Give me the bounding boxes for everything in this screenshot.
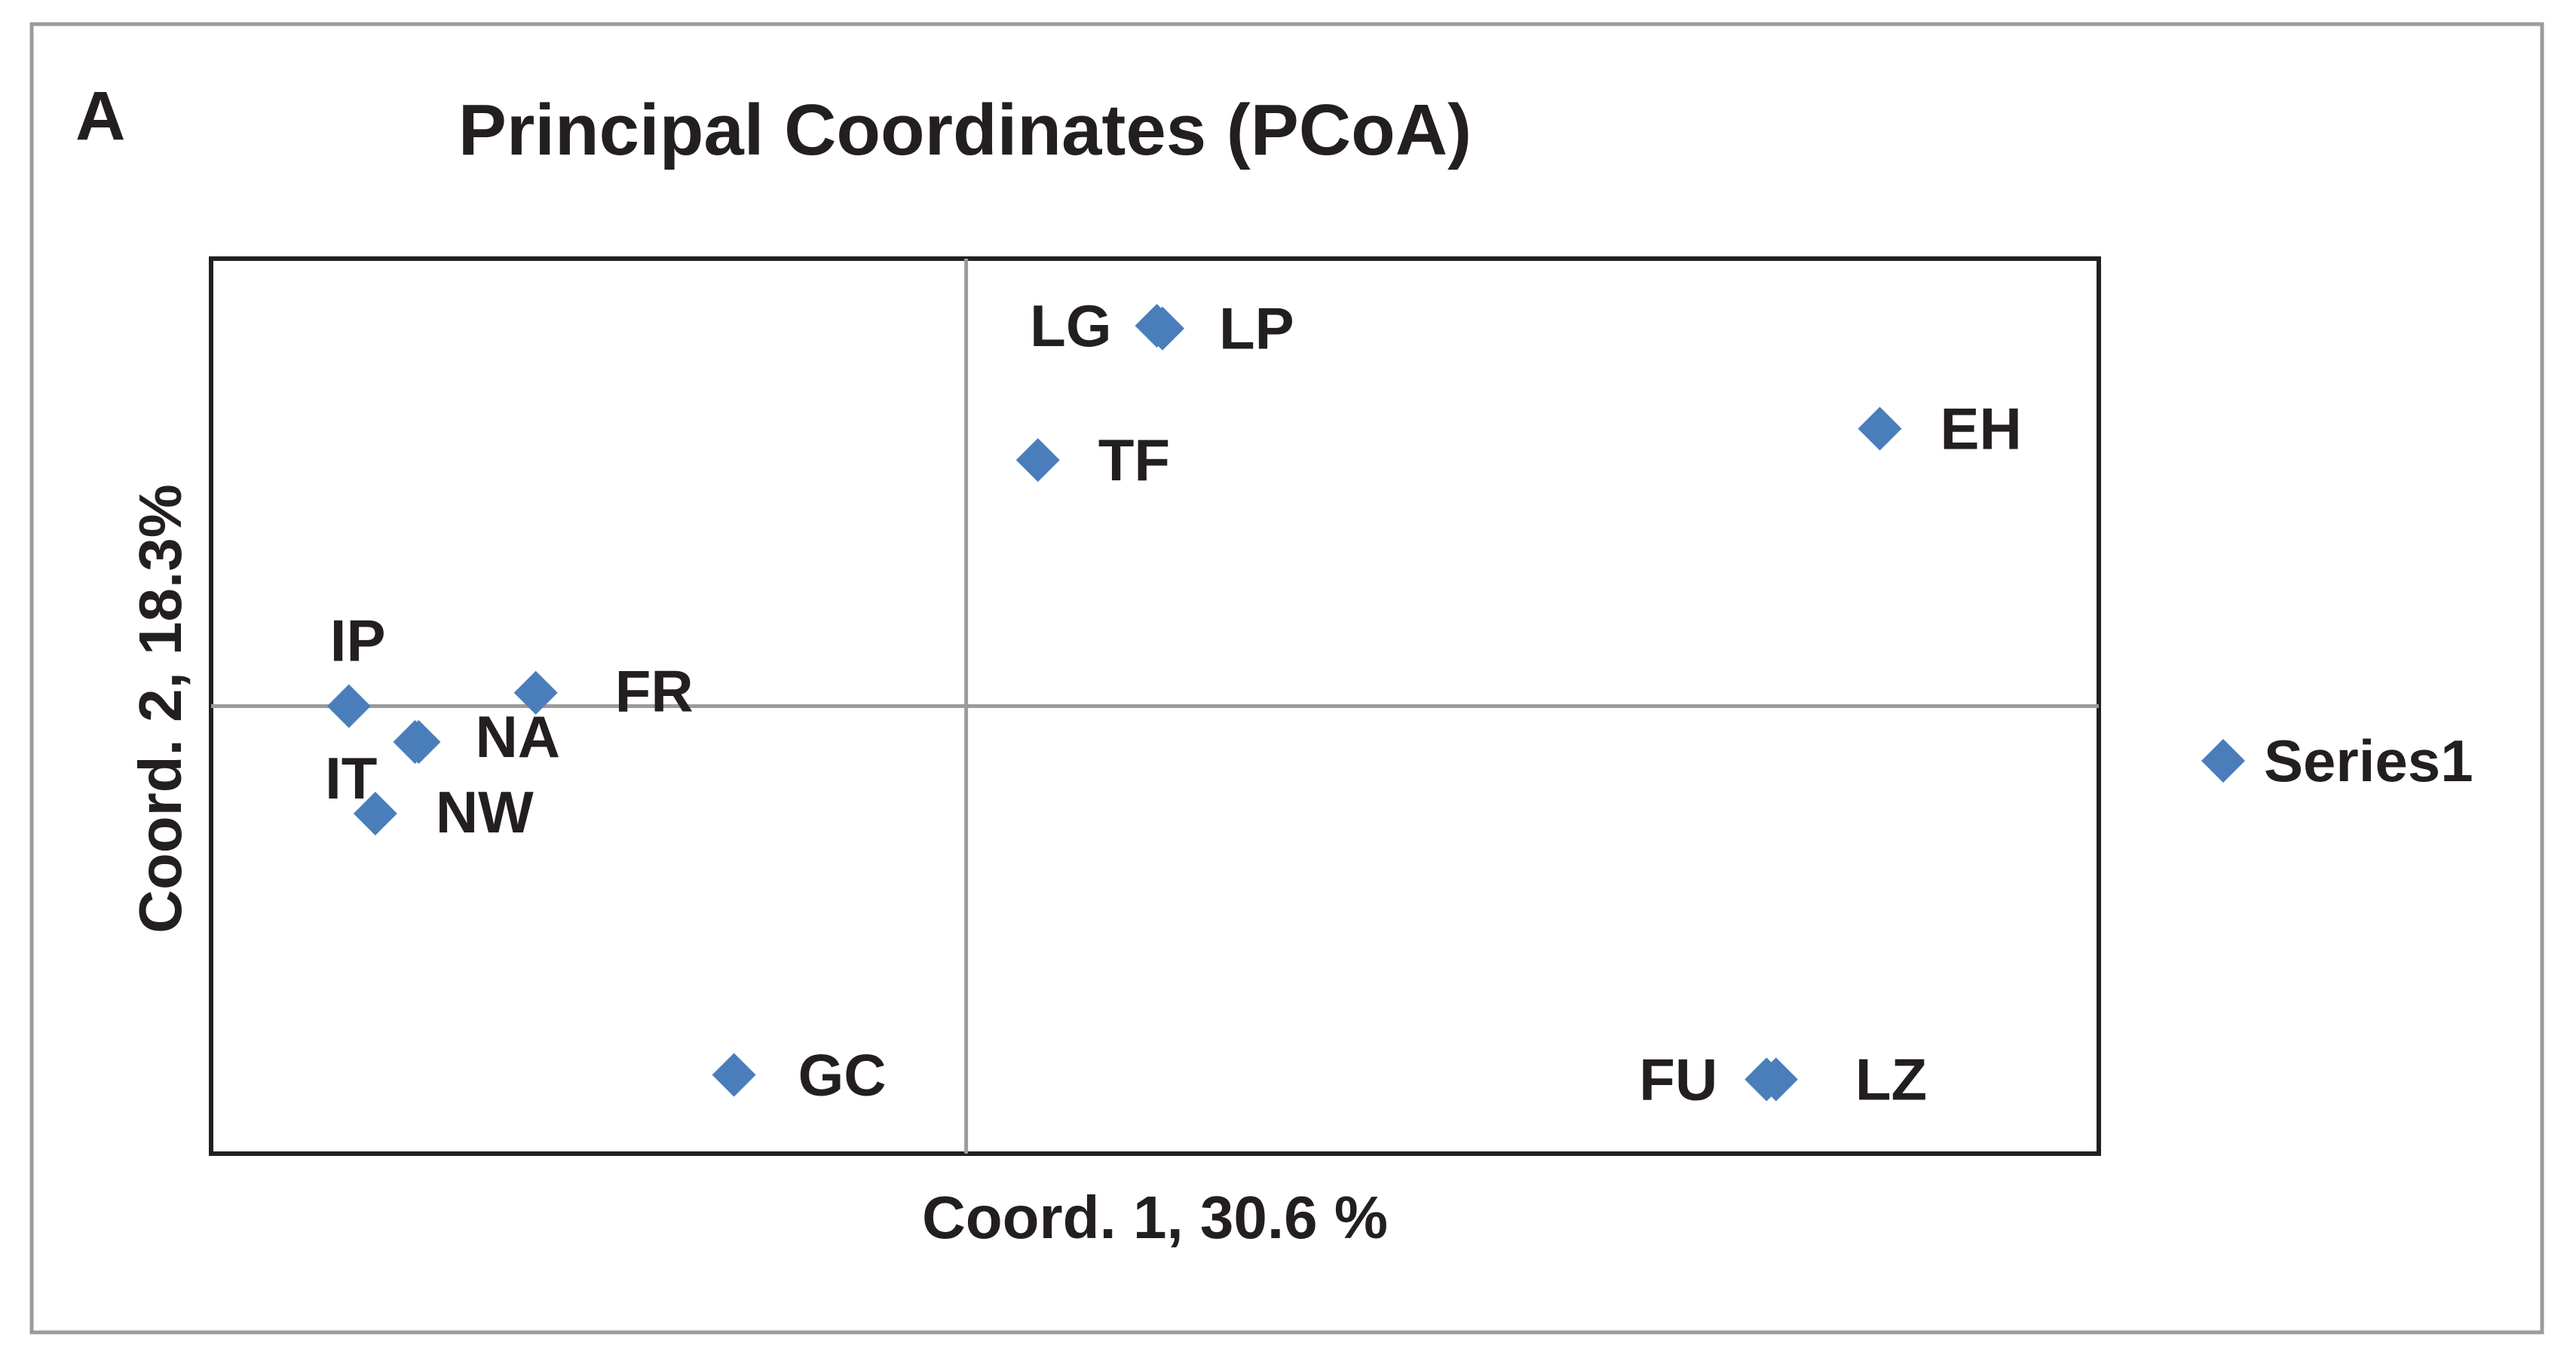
- point-marker-ip: [326, 684, 371, 728]
- point-marker-eh: [1858, 406, 1902, 451]
- point-label-na: NA: [475, 704, 560, 770]
- point-label-lz: LZ: [1855, 1046, 1927, 1112]
- x-axis-title: Coord. 1, 30.6 %: [922, 1184, 1388, 1251]
- legend-label: Series1: [2264, 728, 2473, 794]
- point-label-fr: FR: [615, 658, 694, 725]
- point-marker-lz: [1754, 1057, 1798, 1102]
- point-label-nw: NW: [436, 779, 534, 845]
- legend-marker: [2201, 739, 2245, 783]
- point-label-gc: GC: [798, 1042, 887, 1108]
- point-marker-nw: [353, 791, 397, 835]
- y-axis-title: Coord. 2, 18.3%: [127, 484, 194, 933]
- point-marker-tf: [1015, 438, 1060, 483]
- point-label-tf: TF: [1098, 427, 1170, 493]
- legend: Series1: [2201, 728, 2473, 794]
- point-label-lg: LG: [1030, 293, 1111, 359]
- point-label-lp: LP: [1219, 296, 1294, 362]
- chart-title: Principal Coordinates (PCoA): [458, 90, 1472, 170]
- point-marker-gc: [712, 1053, 756, 1097]
- panel-letter: A: [75, 78, 125, 155]
- point-marker-na: [397, 719, 441, 764]
- point-marker-lp: [1141, 306, 1185, 351]
- point-label-ip: IP: [330, 608, 386, 674]
- point-label-eh: EH: [1940, 396, 2022, 462]
- point-marker-fr: [513, 670, 558, 715]
- point-label-fu: FU: [1639, 1046, 1717, 1112]
